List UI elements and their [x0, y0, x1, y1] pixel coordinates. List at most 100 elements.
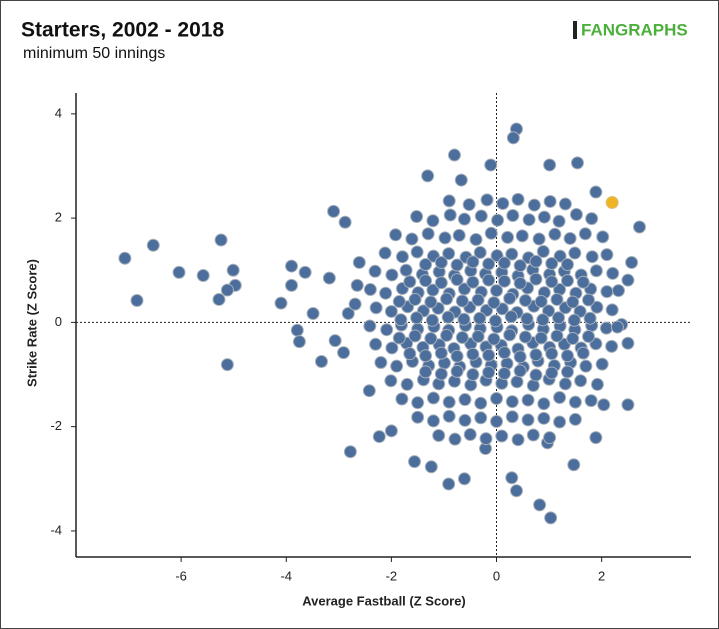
y-tick-label: -2	[50, 418, 62, 433]
scatter-point	[574, 374, 588, 388]
scatter-point	[590, 377, 604, 391]
scatter-point	[621, 398, 635, 412]
scatter-point	[560, 365, 574, 379]
scatter-point	[369, 337, 383, 351]
scatter-point	[454, 173, 468, 187]
scatter-point	[380, 323, 394, 337]
scatter-point	[146, 238, 160, 252]
scatter-point	[576, 275, 590, 289]
scatter-point	[274, 296, 288, 310]
scatter-point	[560, 274, 574, 288]
scatter-point	[450, 349, 464, 363]
scatter-point	[529, 368, 543, 382]
scatter-point	[518, 293, 532, 307]
scatter-point	[578, 227, 592, 241]
scatter-point	[533, 498, 547, 512]
logo-text: FANGRAPHS	[581, 20, 688, 39]
scatter-point	[482, 273, 496, 287]
y-tick-label: 0	[55, 314, 62, 329]
scatter-point	[471, 329, 485, 343]
scatter-point	[411, 410, 425, 424]
scatter-point	[568, 246, 582, 260]
scatter-point	[469, 232, 483, 246]
scatter-point	[474, 411, 488, 425]
scatter-point	[425, 313, 439, 327]
scatter-point	[457, 472, 471, 486]
scatter-point	[553, 390, 567, 404]
scatter-point	[606, 266, 620, 280]
scatter-point	[363, 319, 377, 333]
scatter-point	[426, 214, 440, 228]
scatter-point	[434, 346, 448, 360]
x-tick-label: 0	[493, 568, 500, 583]
scatter-point	[362, 384, 376, 398]
scatter-point	[448, 432, 462, 446]
scatter-point	[350, 278, 364, 292]
scatter-point	[458, 393, 472, 407]
scatter-point	[584, 394, 598, 408]
scatter-point	[504, 310, 518, 324]
x-tick-label: -2	[386, 568, 398, 583]
x-axis-label: Average Fastball (Z Score)	[302, 593, 466, 608]
scatter-point	[442, 247, 456, 261]
scatter-point	[343, 445, 357, 459]
scatter-point	[220, 358, 234, 372]
scatter-point	[570, 156, 584, 170]
scatter-point	[543, 431, 557, 445]
scatter-point	[419, 365, 433, 379]
scatter-point	[590, 300, 604, 314]
chart-subtitle: minimum 50 innings	[23, 45, 165, 62]
scatter-point	[529, 348, 543, 362]
scatter-point	[625, 255, 639, 269]
scatter-point	[432, 429, 446, 443]
scatter-point	[600, 285, 614, 299]
scatter-point	[290, 323, 304, 337]
scatter-point	[599, 321, 613, 335]
scatter-point	[328, 334, 342, 348]
scatter-point	[292, 335, 306, 349]
scatter-point	[503, 328, 517, 342]
scatter-point	[368, 264, 382, 278]
scatter-point	[408, 455, 422, 469]
scatter-point	[474, 209, 488, 223]
highlight-point	[605, 195, 619, 209]
scatter-point	[487, 332, 501, 346]
scatter-point	[473, 311, 487, 325]
scatter-point	[440, 328, 454, 342]
scatter-point	[118, 251, 132, 265]
scatter-point	[442, 477, 456, 491]
scatter-point	[484, 158, 498, 172]
scatter-point	[390, 359, 404, 373]
scatter-point	[503, 291, 517, 305]
scatter-point	[582, 293, 595, 307]
scatter-point	[394, 313, 408, 327]
scatter-point	[589, 431, 603, 445]
scatter-point	[566, 295, 580, 309]
scatter-point	[426, 414, 440, 428]
scatter-point	[338, 215, 352, 229]
scatter-point	[589, 185, 603, 199]
scatter-point	[438, 231, 452, 245]
scatter-point	[490, 392, 504, 406]
x-tick-label: -4	[280, 568, 292, 583]
scatter-point	[410, 311, 424, 325]
scatter-point	[513, 259, 527, 273]
scatter-point	[537, 411, 551, 425]
scatter-point	[214, 233, 228, 247]
scatter-point	[537, 397, 551, 411]
scatter-point	[298, 265, 312, 279]
scatter-point	[567, 313, 581, 327]
scatter-point	[434, 367, 448, 381]
scatter-point	[605, 339, 619, 353]
scatter-point	[545, 256, 559, 270]
logo: FANGRAPHS	[573, 20, 688, 39]
scatter-point	[511, 433, 525, 447]
scatter-point	[582, 329, 595, 343]
scatter-point	[548, 227, 562, 241]
scatter-point	[480, 193, 494, 207]
scatter-point	[621, 273, 635, 287]
scatter-point	[395, 392, 409, 406]
scatter-point	[510, 375, 524, 389]
scatter-point	[579, 359, 593, 373]
scatter-point	[473, 246, 487, 260]
